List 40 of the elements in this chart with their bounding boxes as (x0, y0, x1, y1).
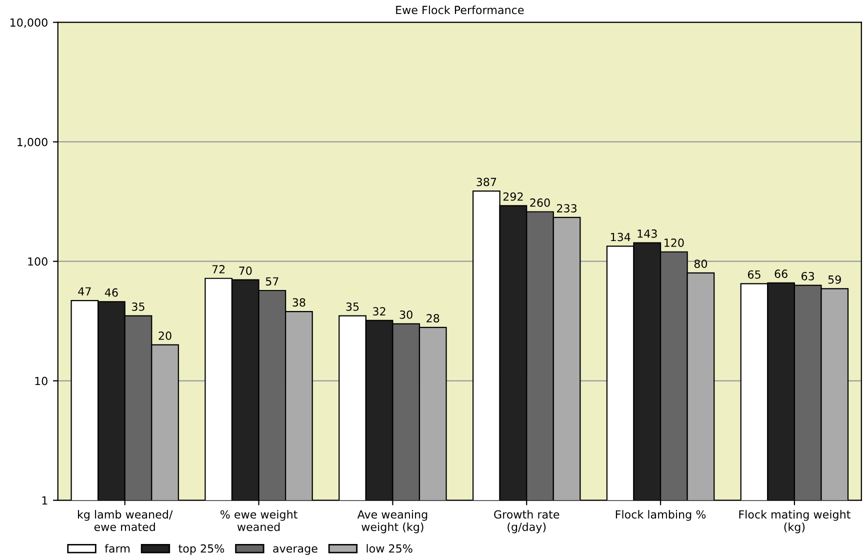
legend-label: farm (104, 544, 130, 553)
data-label: 30 (400, 310, 412, 319)
data-label: 59 (828, 275, 841, 284)
data-label: 120 (664, 238, 684, 247)
data-label: 134 (610, 232, 630, 242)
x-tick-label: Growth rate (g/day) (494, 510, 560, 534)
legend-label: top 25% (178, 544, 224, 555)
y-tick-label: 10 (35, 376, 48, 386)
x-tick-label: Flock lambing % (616, 510, 706, 521)
x-tick-label: Ave weaning weight (kg) (357, 510, 428, 534)
y-tick-label: 1,000 (18, 138, 48, 148)
data-label: 38 (292, 298, 306, 307)
data-label: 20 (158, 332, 172, 340)
chart-title: Ewe Flock Performance (396, 6, 524, 14)
y-tick-label: 1 (42, 496, 48, 505)
data-label: 57 (266, 277, 278, 286)
legend-label: low 25% (366, 544, 412, 553)
data-label: 143 (638, 229, 657, 238)
y-tick-label: 10,000 (10, 18, 48, 28)
y-tick-label: 100 (28, 257, 48, 266)
data-label: 387 (476, 178, 496, 186)
data-label: 35 (346, 302, 359, 311)
data-label: 233 (556, 204, 576, 213)
data-label: 46 (104, 288, 118, 297)
data-label: 260 (530, 198, 550, 207)
data-label: 292 (503, 192, 523, 201)
data-label: 35 (132, 302, 144, 311)
data-label: 70 (239, 266, 252, 275)
data-label: 65 (748, 270, 760, 279)
legend-label: average (273, 546, 318, 555)
x-tick-label: % ewe weight weaned (220, 510, 298, 532)
data-label: 32 (373, 307, 386, 316)
data-label: 72 (212, 265, 225, 274)
x-tick-label: Flock mating weight (kg) (739, 510, 850, 534)
x-tick-label: kg lamb weaned/ ewe mated (78, 510, 173, 532)
data-label: 80 (694, 260, 708, 268)
data-label: 28 (426, 314, 440, 322)
data-label: 66 (774, 270, 788, 278)
data-label: 47 (78, 287, 91, 296)
data-label: 63 (802, 272, 814, 280)
